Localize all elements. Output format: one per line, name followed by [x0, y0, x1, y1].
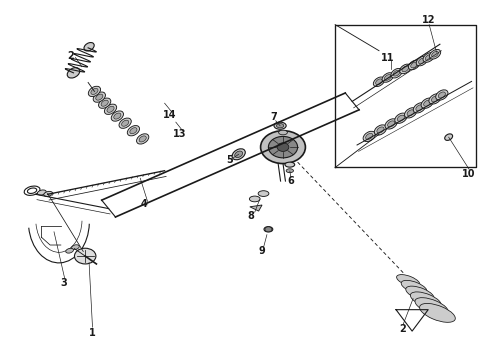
Ellipse shape: [258, 191, 269, 197]
Text: 13: 13: [172, 129, 186, 139]
Ellipse shape: [400, 64, 411, 74]
Ellipse shape: [445, 134, 453, 140]
Ellipse shape: [44, 192, 52, 197]
Text: 12: 12: [422, 15, 436, 25]
Ellipse shape: [376, 79, 382, 85]
Ellipse shape: [84, 42, 94, 51]
Ellipse shape: [408, 60, 420, 70]
Ellipse shape: [401, 280, 427, 294]
Ellipse shape: [406, 286, 434, 301]
Ellipse shape: [37, 190, 46, 195]
Ellipse shape: [429, 94, 441, 104]
Ellipse shape: [411, 62, 417, 68]
Text: 6: 6: [288, 176, 294, 186]
Ellipse shape: [396, 275, 420, 287]
Text: 5: 5: [226, 155, 233, 165]
Text: 9: 9: [259, 247, 266, 256]
Ellipse shape: [104, 104, 117, 114]
Ellipse shape: [88, 86, 100, 96]
Ellipse shape: [413, 103, 425, 113]
Ellipse shape: [423, 53, 434, 62]
Ellipse shape: [393, 70, 400, 76]
Ellipse shape: [67, 68, 80, 78]
Ellipse shape: [391, 68, 402, 78]
Ellipse shape: [276, 123, 284, 128]
Ellipse shape: [432, 51, 439, 57]
Ellipse shape: [249, 196, 260, 202]
Text: 11: 11: [381, 53, 394, 63]
Ellipse shape: [438, 92, 445, 98]
Ellipse shape: [385, 119, 397, 129]
Ellipse shape: [418, 58, 425, 64]
Text: 1: 1: [89, 328, 96, 338]
Ellipse shape: [91, 88, 98, 94]
Ellipse shape: [279, 130, 288, 135]
Ellipse shape: [416, 56, 427, 66]
Ellipse shape: [274, 122, 286, 129]
Ellipse shape: [382, 73, 393, 82]
Circle shape: [261, 131, 305, 163]
Ellipse shape: [429, 49, 441, 59]
Ellipse shape: [421, 98, 433, 108]
Text: 7: 7: [270, 112, 277, 122]
Ellipse shape: [419, 303, 455, 322]
Ellipse shape: [107, 106, 114, 112]
Ellipse shape: [402, 66, 409, 72]
Ellipse shape: [127, 126, 140, 136]
Ellipse shape: [388, 121, 395, 127]
Ellipse shape: [137, 134, 149, 144]
Ellipse shape: [232, 149, 245, 160]
Ellipse shape: [405, 108, 417, 118]
Ellipse shape: [111, 111, 123, 121]
Ellipse shape: [72, 245, 79, 249]
Ellipse shape: [424, 100, 431, 106]
Ellipse shape: [96, 94, 103, 100]
Ellipse shape: [425, 55, 432, 60]
Ellipse shape: [363, 131, 375, 141]
Ellipse shape: [385, 75, 391, 80]
Ellipse shape: [374, 125, 387, 135]
Ellipse shape: [98, 98, 111, 108]
Ellipse shape: [114, 113, 121, 119]
Ellipse shape: [373, 77, 385, 86]
Ellipse shape: [122, 120, 129, 126]
Text: 14: 14: [163, 110, 176, 120]
Ellipse shape: [130, 128, 137, 134]
Ellipse shape: [436, 90, 448, 100]
Text: 4: 4: [140, 199, 147, 209]
Ellipse shape: [139, 136, 146, 142]
Ellipse shape: [415, 298, 448, 315]
Ellipse shape: [119, 118, 131, 129]
Ellipse shape: [101, 100, 108, 106]
Text: 2: 2: [68, 51, 74, 61]
Ellipse shape: [286, 169, 294, 173]
Ellipse shape: [235, 151, 243, 158]
Circle shape: [265, 227, 272, 232]
Ellipse shape: [377, 127, 384, 133]
Ellipse shape: [411, 292, 441, 308]
Ellipse shape: [264, 226, 273, 232]
Ellipse shape: [431, 96, 439, 102]
Text: 2: 2: [399, 324, 406, 334]
Ellipse shape: [407, 110, 414, 116]
Text: 10: 10: [463, 168, 476, 179]
Circle shape: [74, 248, 96, 264]
Text: 8: 8: [247, 211, 254, 221]
Circle shape: [269, 136, 297, 158]
Circle shape: [277, 143, 289, 152]
Polygon shape: [250, 205, 262, 211]
Ellipse shape: [285, 162, 294, 167]
Ellipse shape: [416, 105, 423, 111]
Ellipse shape: [395, 113, 407, 123]
Ellipse shape: [93, 92, 105, 102]
Ellipse shape: [366, 133, 373, 139]
Text: 3: 3: [60, 278, 67, 288]
Ellipse shape: [66, 248, 74, 253]
Ellipse shape: [397, 115, 404, 121]
